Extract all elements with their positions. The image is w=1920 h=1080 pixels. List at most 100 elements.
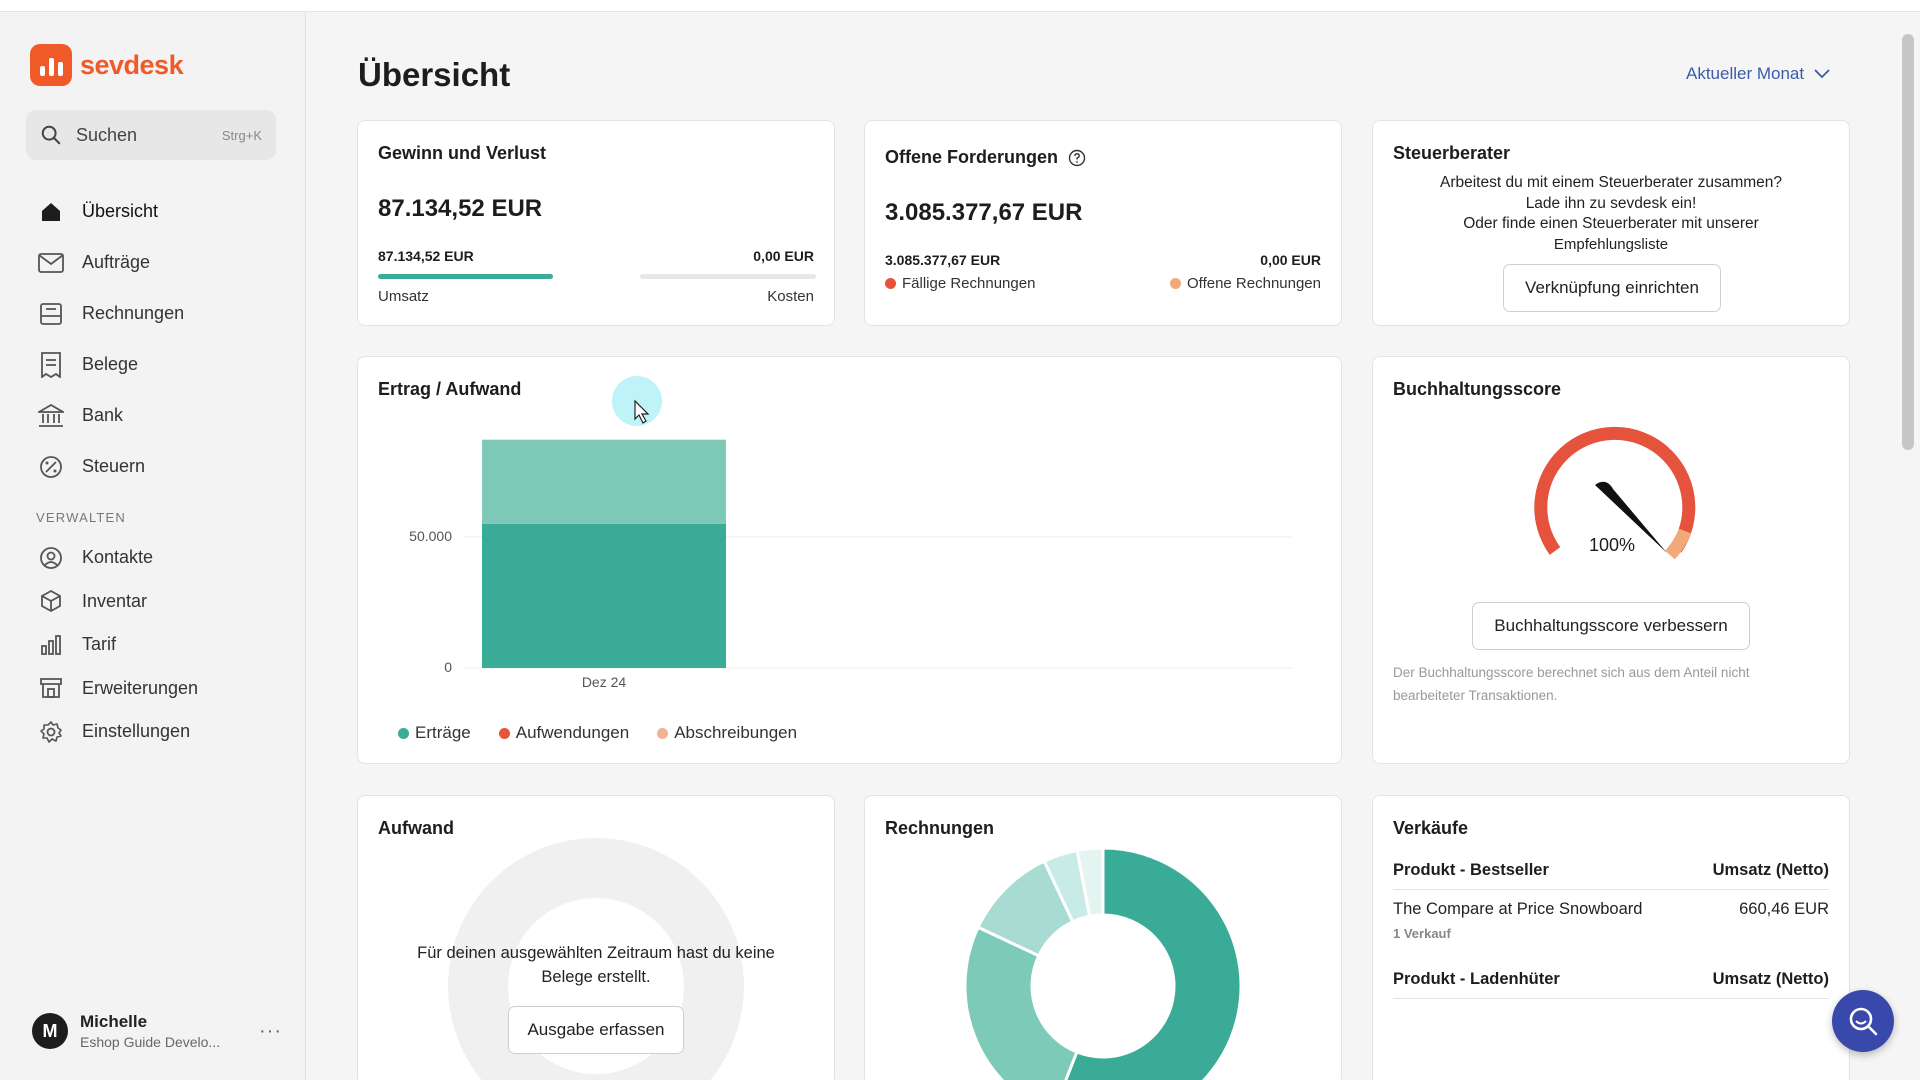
bar-chart-icon [38,632,64,658]
store-icon [38,675,64,701]
donut-slice-4[interactable] [1075,846,1105,919]
help-icon[interactable] [1068,149,1086,167]
main-navigation: Übersicht Aufträge Rechnungen Belege Ban… [26,186,282,754]
bar-ertraege-dez24-upper[interactable] [482,439,726,524]
sidebar-item-belege[interactable]: Belege [26,339,282,390]
sidebar-item-label: Belege [82,354,139,374]
bank-icon [38,403,64,429]
help-search-button[interactable] [1832,990,1894,1052]
card-title: Offene Forderungen [885,147,1086,168]
open-value: 0,00 EUR [1260,252,1321,268]
receivables-card[interactable]: Offene Forderungen 3.085.377,67 EUR 3.08… [864,120,1342,326]
card-title: Ertrag / Aufwand [378,379,522,399]
search-box[interactable]: Suchen Strg+K [26,110,276,160]
sidebar-item-uebersicht[interactable]: Übersicht [26,186,282,237]
search-icon [1849,1007,1878,1036]
score-value: 100% [1589,535,1635,555]
sidebar-item-label: Kontakte [82,547,154,568]
invoice-icon [38,301,64,327]
user-profile[interactable]: M Michelle Eshop Guide Develo... ··· [32,1012,282,1050]
legend-label: Aufwendungen [515,723,630,742]
revenue-value: 87.134,52 EUR [378,248,474,264]
improve-score-button[interactable]: Buchhaltungsscore verbessern [1472,602,1750,650]
search-icon [41,125,61,145]
revenue-label: Umsatz [378,288,429,305]
score-note-line-2: bearbeiteter Transaktionen. [1393,688,1558,703]
sevdesk-logo[interactable]: sevdesk [30,44,184,86]
period-label: Aktueller Monat [1686,64,1805,83]
gear-icon [38,719,64,745]
sales-card: Verkäufe Produkt - Bestseller Umsatz (Ne… [1372,795,1850,1080]
box-icon [38,588,64,614]
sidebar-item-bank[interactable]: Bank [26,390,282,441]
sidebar-section-label: VERWALTEN [36,510,127,525]
card-title: Gewinn und Verlust [378,143,547,163]
recommendation-list-link[interactable]: Empfehlungsliste [1553,236,1669,253]
hover-highlight [612,376,662,426]
sidebar-item-tarif[interactable]: Tarif [26,623,282,667]
scrollbar-thumb[interactable] [1902,34,1914,450]
empty-donut-placeholder [448,838,744,1080]
bestseller-product-name[interactable]: The Compare at Price Snowboard [1393,900,1643,918]
sidebar-item-einstellungen[interactable]: Einstellungen [26,710,282,754]
expenses-empty-line-1: Für deinen ausgewählten Zeitraum hast du… [417,944,775,962]
slow-seller-revenue-header: Umsatz (Netto) [1712,970,1829,988]
user-company: Eshop Guide Develo... [80,1034,221,1050]
sidebar-item-erweiterungen[interactable]: Erweiterungen [26,667,282,711]
record-expense-button[interactable]: Ausgabe erfassen [508,1006,684,1054]
revenue-header: Umsatz (Netto) [1712,861,1829,879]
page-title: Übersicht [358,56,511,93]
legend-item-ertraege[interactable]: Erträge [398,723,471,743]
home-icon [38,199,64,225]
bar-ertraege-dez24-base[interactable] [482,523,726,668]
y-tick-label: 0 [444,659,452,675]
donut-slice-1[interactable] [963,925,1079,1080]
sidebar-item-kontakte[interactable]: Kontakte [26,536,282,580]
gauge-arc-orange [1665,528,1692,560]
card-title: Steuerberater [1393,143,1511,163]
due-legend: Fällige Rechnungen [885,275,1035,292]
legend-item-abschreibungen[interactable]: Abschreibungen [657,723,797,743]
sidebar-item-label: Inventar [82,590,148,611]
profit-loss-card[interactable]: Gewinn und Verlust 87.134,52 EUR 87.134,… [357,120,835,326]
sidebar-item-inventar[interactable]: Inventar [26,580,282,624]
sidebar-item-label: Einstellungen [82,721,191,742]
gauge-arc-red [1534,426,1696,555]
invoices-donut-chart [963,846,1243,1080]
profit-amount: 87.134,52 EUR [378,195,543,222]
bestseller-header: Produkt - Bestseller [1393,861,1549,879]
sidebar-item-auftraege[interactable]: Aufträge [26,237,282,288]
tax-icon [38,454,64,480]
due-label: Fällige Rechnungen [902,275,1036,292]
sidebar-item-rechnungen[interactable]: Rechnungen [26,288,282,339]
logo-text: sevdesk [80,49,184,80]
avatar: M [32,1013,68,1049]
open-legend: Offene Rechnungen [1170,275,1321,292]
income-expense-chart: 0 50.000 Dez 24 [409,376,1293,690]
due-value: 3.085.377,67 EUR [885,252,1001,268]
sidebar-item-steuern[interactable]: Steuern [26,441,282,492]
legend-item-aufwendungen[interactable]: Aufwendungen [498,723,630,743]
sidebar-item-label: Bank [82,405,124,425]
table-divider [1393,889,1829,890]
user-name: Michelle [80,1012,148,1031]
chevron-down-icon [1814,69,1830,79]
card-title: Buchhaltungsscore [1393,379,1562,399]
setup-connection-button[interactable]: Verknüpfung einrichten [1503,264,1721,312]
sidebar-item-label: Steuern [82,456,146,476]
sidebar-item-label: Erweiterungen [82,677,199,698]
bestseller-sales-count: 1 Verkauf [1393,926,1451,941]
open-dot [1170,278,1181,289]
receipt-icon [38,351,64,378]
logo-icon [30,44,72,86]
costs-value: 0,00 EUR [753,248,814,264]
period-select[interactable]: Aktueller Monat [1686,64,1830,84]
receivables-amount: 3.085.377,67 EUR [885,199,1083,226]
donut-slice-0[interactable] [1052,846,1243,1080]
more-options-icon[interactable]: ··· [259,1019,282,1042]
advisor-line-1: Arbeitest du mit einem Steuerberater zus… [1439,174,1783,191]
due-dot [885,278,896,289]
card-title: Aufwand [378,818,454,838]
mouse-cursor-icon [634,399,650,424]
